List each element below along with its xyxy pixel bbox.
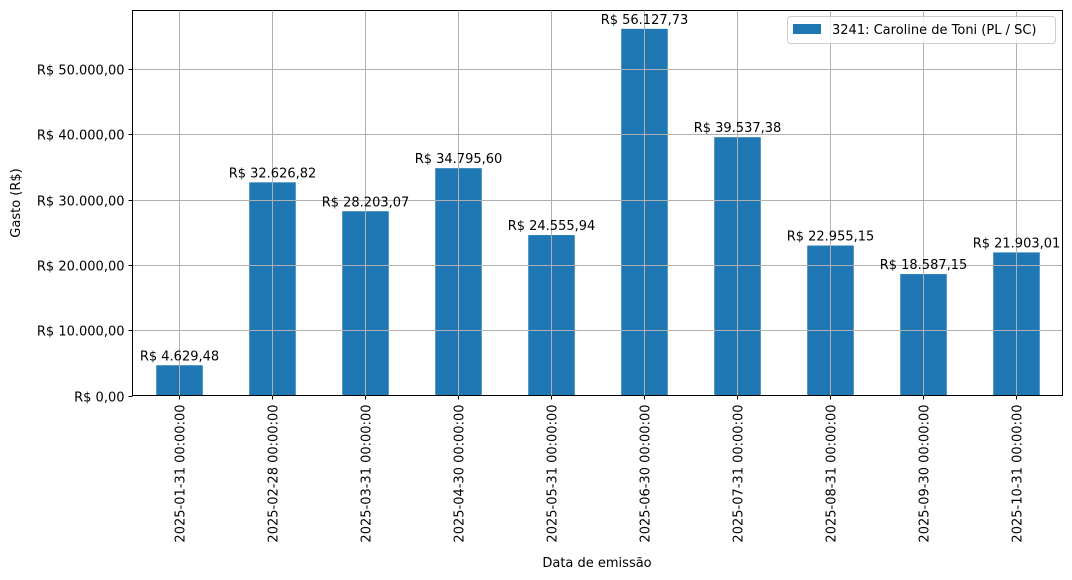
x-tick-label: 2025-09-30 00:00:00 [918,405,933,543]
y-tick-label: R$ 10.000,00 [37,325,125,340]
bar-value-labels: R$ 4.629,48 R$ 32.626,82 R$ 28.203,07 R$ 34… [140,10,1061,396]
x-axis-title: Data de emissão [542,556,651,571]
legend: 3241: Caroline de Toni (PL / SC) [787,16,1056,44]
x-tick-label: 2025-03-31 00:00:00 [360,405,375,543]
bar-value-label: R$ 22.955,15 [787,230,875,245]
y-tick-label: R$ 50.000,00 [37,64,125,79]
x-tick-label: 2025-06-30 00:00:00 [639,405,654,543]
bar-value-label: R$ 24.555,94 [508,219,596,234]
bar-value-label: R$ 21.903,01 [973,236,1061,251]
y-tick-label: R$ 40.000,00 [37,129,125,144]
y-tick-label: R$ 30.000,00 [37,195,125,210]
bar-value-label: R$ 4.629,48 [140,349,219,364]
legend-swatch [793,24,821,34]
x-tick-label: 2025-04-30 00:00:00 [453,405,468,543]
bar-value-label: R$ 34.795,60 [415,152,503,167]
bar-value-label: R$ 39.537,38 [694,121,782,136]
x-axis: 2025-01-31 00:00:00 2025-02-28 00:00:00 20… [174,395,1026,543]
y-tick-label: R$ 0,00 [74,391,124,406]
y-tick-label: R$ 20.000,00 [37,260,125,275]
x-tick-label: 2025-02-28 00:00:00 [267,405,282,543]
x-tick-label: 2025-05-31 00:00:00 [546,405,561,543]
bar-value-label: R$ 56.127,73 [601,13,689,28]
y-axis-title: Gasto (R$) [9,168,24,237]
x-tick-label: 2025-08-31 00:00:00 [825,405,840,543]
bar-value-label: R$ 18.587,15 [880,258,968,273]
x-tick-label: 2025-07-31 00:00:00 [732,405,747,543]
y-axis: R$ 0,00 R$ 10.000,00 R$ 20.000,00 R$ 30.000… [37,64,133,406]
x-tick-label: 2025-01-31 00:00:00 [174,405,189,543]
legend-box [787,16,1056,44]
axes-frame [132,10,1063,396]
bar-value-label: R$ 32.626,82 [229,166,317,181]
legend-label: 3241: Caroline de Toni (PL / SC) [832,23,1037,38]
bar-value-label: R$ 28.203,07 [322,195,410,210]
x-tick-label: 2025-10-31 00:00:00 [1011,405,1026,543]
